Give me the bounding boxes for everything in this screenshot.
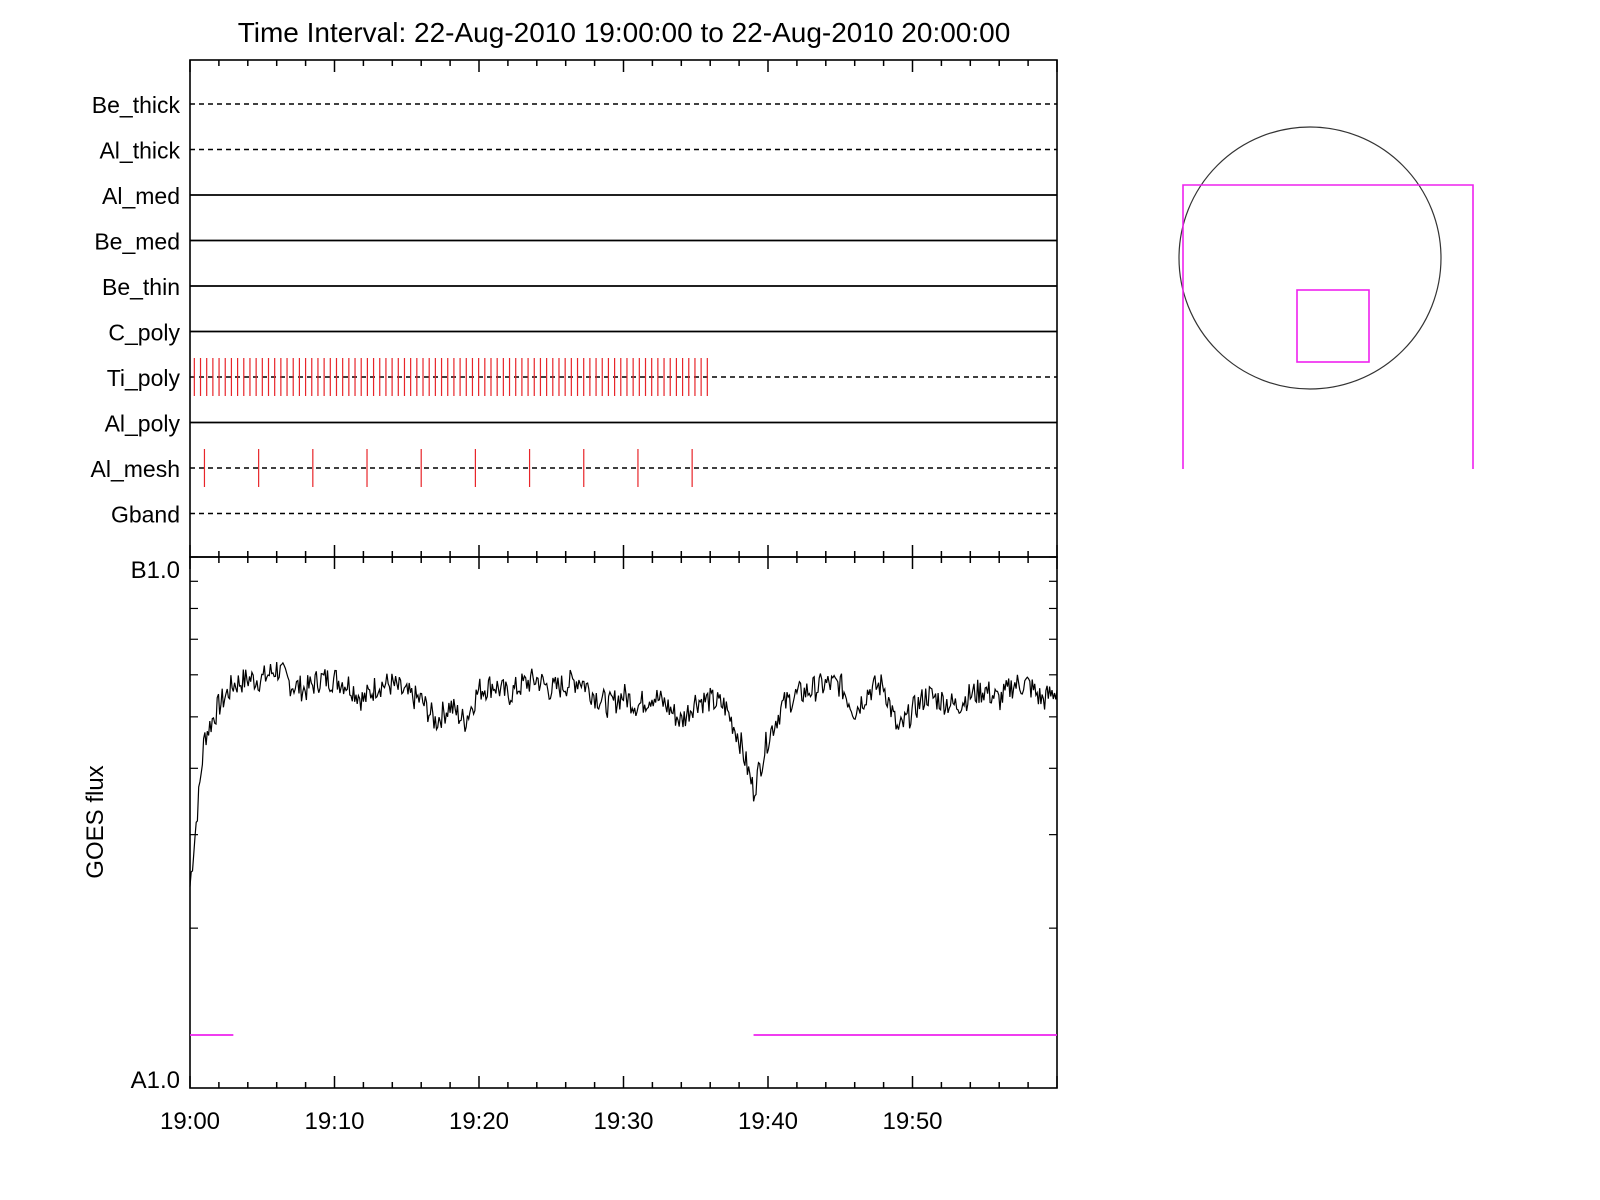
goes-ticks	[189, 556, 1058, 1088]
x-tick-label: 19:30	[593, 1108, 653, 1135]
timeline-rows: Be_thick Al_thick Al_med Be_med Be_thin C_pol…	[91, 92, 1057, 528]
timeline-row-label: Ti_poly	[107, 365, 181, 391]
timeline-ticks	[189, 60, 1058, 557]
timeline-row-label: Al_med	[102, 183, 180, 209]
y-tick-label-top: B1.0	[131, 557, 180, 584]
x-tick-labels: 19:00 19:10 19:20 19:30 19:40 19:50	[160, 1108, 943, 1135]
timeline-row-label: Al_poly	[105, 411, 181, 437]
timeline-row-label: Be_med	[94, 229, 180, 255]
x-tick-label: 19:20	[449, 1108, 509, 1135]
y-tick-label-bottom: A1.0	[131, 1067, 180, 1094]
x-tick-label: 19:10	[304, 1108, 364, 1135]
timeline-row-label: Gband	[111, 502, 180, 528]
timeline-row-label: Al_thick	[99, 138, 180, 164]
x-tick-label: 19:50	[882, 1108, 942, 1135]
x-tick-label: 19:40	[738, 1108, 798, 1135]
goes-frame	[189, 556, 1058, 1089]
timeline-panel: Be_thick Al_thick Al_med Be_med Be_thin C_pol…	[91, 59, 1058, 558]
locator-panel	[1178, 126, 1474, 469]
x-tick-label: 19:00	[160, 1108, 220, 1135]
timeline-row-label: Be_thick	[92, 92, 181, 118]
timeline-frame	[189, 59, 1058, 558]
goes-panel: GOES flux B1.0 A1.0 19:00 19:10 19:20 19:30…	[82, 556, 1058, 1135]
goes-flux-line	[189, 661, 1058, 887]
chart-title: Time Interval: 22-Aug-2010 19:00:00 to 2…	[238, 17, 1011, 48]
timeline-row-label: Be_thin	[102, 274, 180, 300]
timeline-row-label: C_poly	[108, 320, 180, 346]
region-box	[1296, 289, 1370, 363]
field-of-view-frame	[1182, 184, 1474, 469]
y-axis-label: GOES flux	[82, 765, 109, 878]
timeline-row-label: Al_mesh	[91, 456, 180, 482]
solar-disk-circle	[1178, 126, 1442, 390]
